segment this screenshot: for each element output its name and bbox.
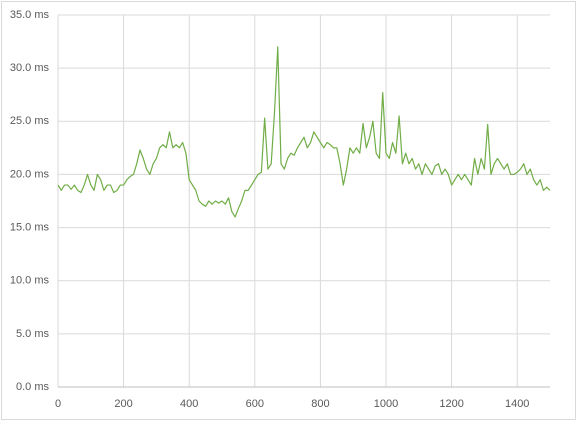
x-tick-label: 1000 <box>374 398 398 410</box>
x-tick-label: 400 <box>180 398 198 410</box>
y-tick-label: 10.0 ms <box>10 275 50 287</box>
y-tick-label: 15.0 ms <box>10 221 50 233</box>
y-tick-label: 5.0 ms <box>16 328 50 340</box>
y-tick-label: 0.0 ms <box>16 381 50 393</box>
x-tick-label: 600 <box>246 398 264 410</box>
x-tick-label: 1400 <box>505 398 529 410</box>
chart-border <box>1 1 576 420</box>
y-tick-label: 30.0 ms <box>10 62 50 74</box>
y-tick-label: 25.0 ms <box>10 115 50 127</box>
x-tick-label: 200 <box>114 398 132 410</box>
data-line <box>57 46 551 218</box>
y-tick-label: 20.0 ms <box>10 168 50 180</box>
x-tick-label: 1200 <box>439 398 463 410</box>
y-tick-label: 35.0 ms <box>10 9 50 21</box>
x-tick-label: 800 <box>311 398 329 410</box>
x-tick-label: 0 <box>55 398 61 410</box>
